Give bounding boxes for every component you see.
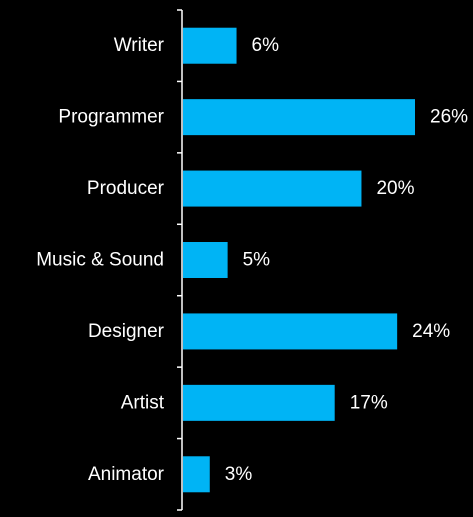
bars-group <box>183 27 415 493</box>
category-labels-group: Writer Programmer Producer Music & Sound Des… <box>36 35 165 485</box>
value-label: 3% <box>225 464 253 485</box>
bar-artist <box>183 384 335 421</box>
category-label: Programmer <box>58 107 164 128</box>
category-label: Writer <box>114 35 165 56</box>
bar-designer <box>183 313 398 350</box>
value-label: 17% <box>350 392 388 413</box>
category-label: Music & Sound <box>36 250 164 271</box>
bar-programmer <box>183 99 415 136</box>
bar-writer <box>183 27 237 64</box>
value-label: 6% <box>252 35 280 56</box>
value-label: 24% <box>412 321 450 342</box>
value-label: 20% <box>376 178 414 199</box>
value-labels-group: 6% 26% 20% 5% 24% 17% 3% <box>225 35 468 485</box>
y-axis-ticks <box>177 9 182 511</box>
bar-animator <box>183 456 210 493</box>
category-label: Animator <box>88 464 165 485</box>
category-label: Artist <box>121 392 165 413</box>
value-label: 5% <box>243 250 271 271</box>
bar-music-sound <box>183 242 228 278</box>
bar-producer <box>183 170 362 207</box>
category-label: Designer <box>88 321 165 342</box>
value-label: 26% <box>430 107 468 128</box>
category-label: Producer <box>87 178 165 199</box>
